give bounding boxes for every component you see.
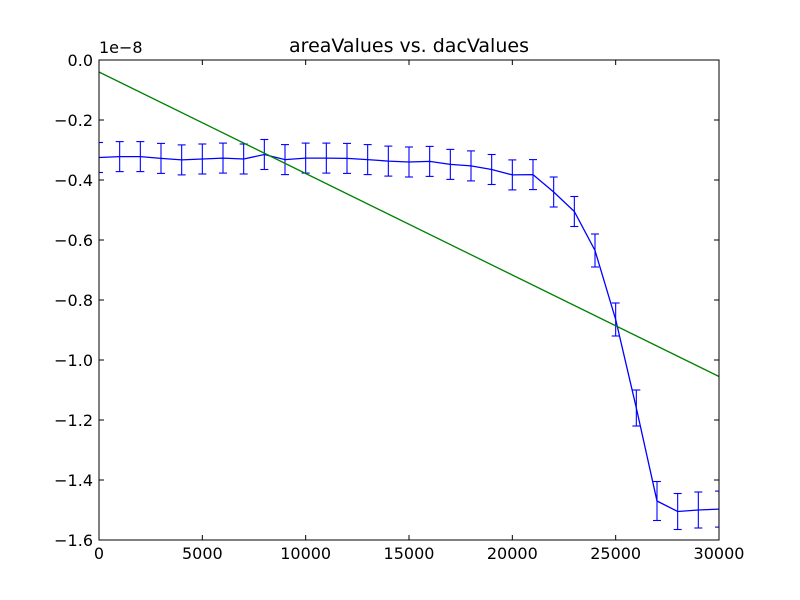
errorbar: [136, 141, 145, 173]
errorbar: [198, 143, 207, 175]
series-1: [99, 71, 719, 378]
x-tick-label: 25000: [590, 544, 641, 563]
errorbar: [611, 302, 620, 337]
errorbar: [591, 233, 599, 268]
y-tick-label: −0.4: [54, 171, 93, 190]
x-tick-label: 30000: [694, 544, 745, 563]
x-tick-label: 0: [94, 544, 104, 563]
y-tick-label: −1.6: [54, 531, 93, 550]
errorbar: [343, 142, 351, 174]
errorbar: [219, 142, 227, 174]
errorbar: [467, 150, 475, 182]
errorbar: [487, 153, 496, 186]
y-tick-label: −0.6: [54, 231, 93, 250]
errorbar: [99, 141, 103, 174]
y-tick-label: −0.2: [54, 111, 93, 130]
errorbar: [653, 480, 661, 522]
errorbar: [446, 148, 455, 180]
series-1-line: [99, 71, 719, 378]
errorbar: [694, 491, 703, 529]
chart-title: areaValues vs. dacValues: [289, 35, 529, 57]
x-tick-label: 15000: [384, 544, 435, 563]
errorbar: [363, 144, 372, 176]
x-tick-label: 20000: [487, 544, 538, 563]
y-offset-label: 1e−8: [99, 38, 143, 57]
errorbar: [115, 141, 124, 173]
errorbar: [425, 145, 434, 177]
y-tick-label: −1.4: [54, 471, 93, 490]
y-tick-label: −0.8: [54, 291, 93, 310]
errorbar: [260, 138, 269, 171]
errorbar: [715, 490, 719, 528]
errorbar: [384, 145, 393, 177]
errorbar: [529, 159, 537, 191]
errorbar: [322, 142, 331, 174]
errorbar: [508, 159, 517, 191]
errorbar: [549, 176, 558, 208]
errorbar: [570, 195, 579, 228]
y-tick-label: −1.2: [54, 411, 93, 430]
errorbar: [405, 146, 413, 178]
errorbar: [281, 144, 289, 176]
series-0: [99, 138, 719, 531]
errorbar: [673, 492, 682, 531]
y-tick-label: −1.0: [54, 351, 93, 370]
y-tick-label: 0.0: [68, 51, 93, 70]
x-tick-label: 10000: [280, 544, 331, 563]
errorbar: [177, 144, 186, 176]
x-tick-label: 5000: [182, 544, 223, 563]
plot-area: 0 5000 10000 15000 20000 25000 30000 0.0 −0.2 −0.…: [54, 51, 744, 563]
errorbar: [157, 142, 165, 174]
errorbar: [632, 389, 641, 427]
